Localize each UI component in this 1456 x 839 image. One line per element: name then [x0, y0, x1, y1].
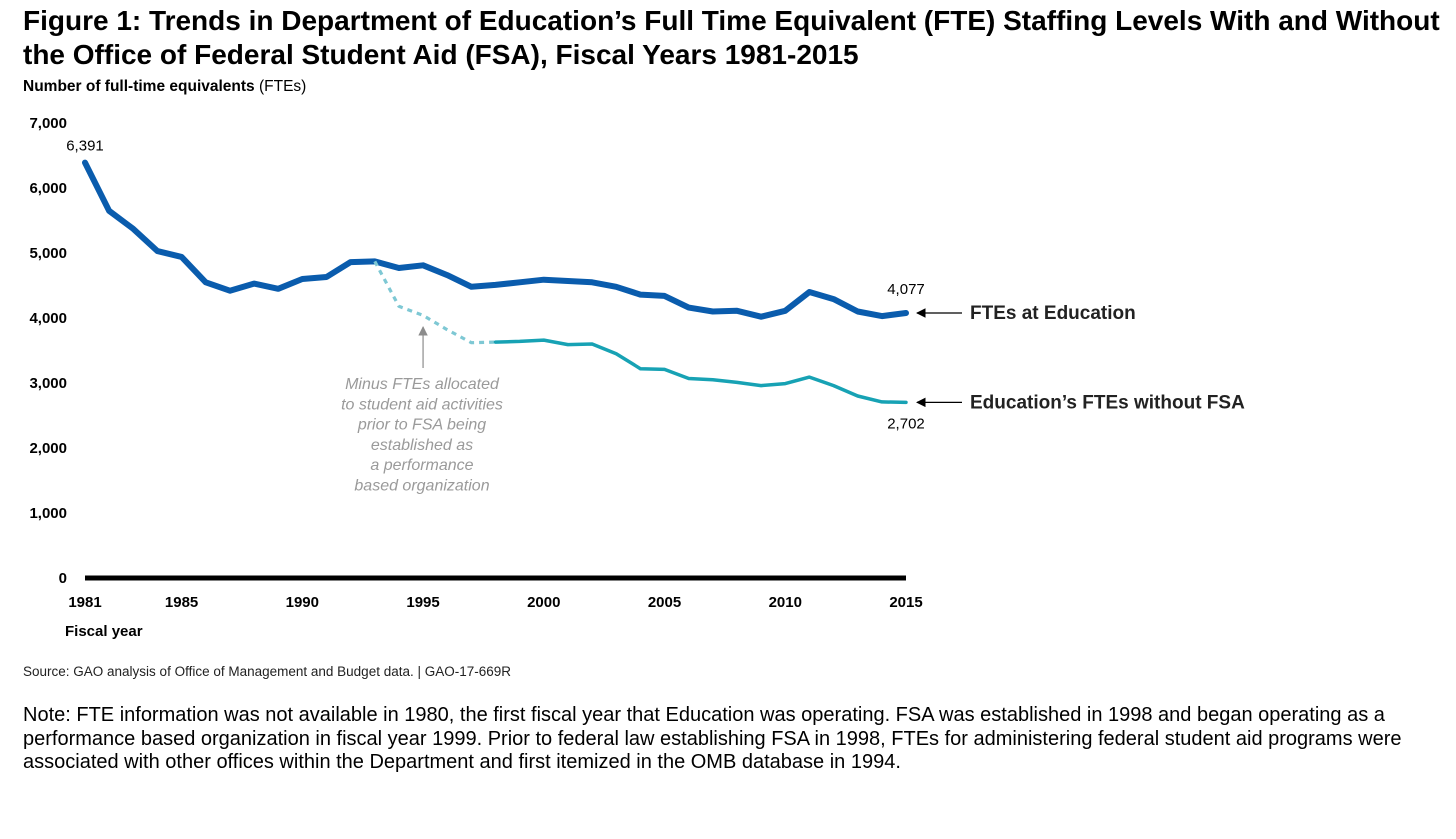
label-without-fsa: Education’s FTEs without FSA	[970, 392, 1245, 413]
x-axis-ticks: 1981 1985 1990 1995 2000 2005 2010 2015	[68, 594, 922, 611]
x-tick-label: 2015	[889, 594, 922, 611]
label-education: FTEs at Education	[970, 303, 1136, 324]
line-end-labels: FTEs at Education Education’s FTEs withou…	[916, 303, 1245, 413]
y-tick-label: 0	[59, 570, 67, 587]
y-tick-label: 4,000	[29, 310, 67, 327]
source-note: Source: GAO analysis of Office of Manage…	[23, 664, 512, 679]
annotation-text: established as	[371, 437, 473, 454]
y-tick-label: 5,000	[29, 245, 67, 262]
x-tick-label: 1990	[286, 594, 319, 611]
x-tick-label: 2005	[648, 594, 681, 611]
annotation-text: to student aid activities	[341, 396, 503, 413]
x-tick-label: 2000	[527, 594, 560, 611]
series-lines	[82, 159, 909, 405]
y-tick-label: 2,000	[29, 440, 67, 457]
x-tick-label: 2010	[769, 594, 802, 611]
y-axis-title: Number of full-time equivalents (FTEs)	[23, 78, 306, 96]
y-tick-label: 7,000	[29, 115, 67, 132]
y-tick-label: 1,000	[29, 505, 67, 522]
footnote: Note: FTE information was not available …	[23, 704, 1402, 773]
data-label: 4,077	[887, 281, 925, 298]
annotation-text: prior to FSA being	[357, 417, 486, 434]
annotation-text: based organization	[354, 478, 489, 495]
y-tick-label: 3,000	[29, 375, 67, 392]
series-line-education	[82, 159, 909, 320]
x-tick-label: 1981	[68, 594, 101, 611]
annotation-text: Minus FTEs allocated	[345, 376, 500, 393]
chart-title: Figure 1: Trends in Department of Educat…	[23, 5, 1440, 70]
series-line-dashed-transition	[373, 260, 496, 345]
y-axis-title-unit: (FTEs)	[258, 78, 307, 95]
x-tick-label: 1985	[165, 594, 198, 611]
data-label: 2,702	[887, 415, 925, 432]
y-axis-ticks: 0 1,000 2,000 3,000 4,000 5,000 6,000 7,000	[29, 115, 67, 587]
data-label: 6,391	[66, 138, 104, 155]
annotation-text: a performance	[370, 457, 473, 474]
series-line-without-fsa	[493, 338, 908, 405]
y-tick-label: 6,000	[29, 180, 67, 197]
annotation: Minus FTEs allocated to student aid activ…	[341, 326, 503, 495]
y-axis-title-bold: Number of full-time equivalents	[23, 78, 255, 95]
line-chart: 0 1,000 2,000 3,000 4,000 5,000 6,000 7,000 198…	[29, 115, 1245, 640]
x-tick-label: 1995	[406, 594, 439, 611]
data-labels: 6,391 4,077 2,702	[66, 138, 925, 433]
x-axis-title: Fiscal year	[65, 623, 143, 640]
